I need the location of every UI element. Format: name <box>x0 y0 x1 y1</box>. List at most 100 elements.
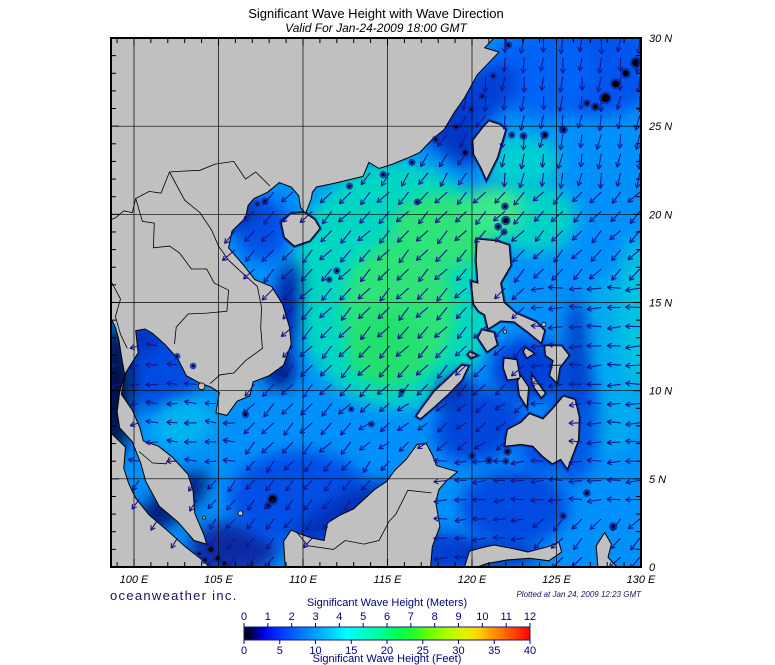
x-axis-label-130E: 130 E <box>627 574 656 586</box>
land-busuanga <box>467 351 479 359</box>
x-axis-label-125E: 125 E <box>542 574 571 586</box>
border-thailand-east-border <box>135 198 230 344</box>
islet <box>487 458 491 463</box>
ocean-region-gulf-mouth-cyan <box>151 396 215 449</box>
colorbar-meters-tick-3: 3 <box>312 611 318 623</box>
islet <box>208 546 214 553</box>
y-axis-label-25N: 25 N <box>648 121 672 133</box>
islet <box>503 217 509 224</box>
islet <box>381 173 385 177</box>
land-borneo <box>283 443 459 567</box>
islet <box>175 355 179 358</box>
colorbar-meters-tick-12: 12 <box>524 611 536 623</box>
islet <box>410 160 414 164</box>
colorbar-feet-tick-10: 10 <box>309 645 321 657</box>
islet <box>256 202 259 205</box>
small-island <box>237 510 244 516</box>
islet <box>244 412 248 416</box>
islet <box>593 104 598 110</box>
ocean-region-celebes-sea-blue <box>460 468 569 546</box>
colorbar-meters-tick-2: 2 <box>289 611 295 623</box>
islet <box>370 422 373 426</box>
map-axes: 100 E 105 E 110 E 115 E 120 E 125 E 130 E0 5 N 1… <box>110 33 672 586</box>
islet <box>505 449 510 454</box>
x-axis-label-110E: 110 E <box>289 574 318 586</box>
colorbar-meters-tick-4: 4 <box>336 611 342 623</box>
land-masbate <box>522 346 536 359</box>
islet <box>491 74 495 78</box>
border-myanmar-thailand-border <box>111 281 128 349</box>
islet <box>348 184 351 188</box>
land-hainan <box>280 212 321 247</box>
colorbar-feet-tick-30: 30 <box>452 645 464 657</box>
colorbar-meters-tick-9: 9 <box>455 611 461 623</box>
islet <box>197 552 201 556</box>
graticule <box>111 38 641 567</box>
small-island <box>502 329 508 334</box>
y-axis-label-0N: 0 <box>649 562 656 574</box>
figure-valid-time: Valid For Jan-24-2009 18:00 GMT <box>285 21 467 35</box>
land-palawan <box>415 364 470 420</box>
islet <box>222 561 227 566</box>
y-axis-label-15N: 15 N <box>649 298 672 310</box>
colorbar-feet-tick-20: 20 <box>381 645 393 657</box>
map-plot-area <box>111 38 641 567</box>
islet <box>203 558 207 562</box>
islet <box>601 93 610 103</box>
border-vietnam-west-border <box>169 171 263 384</box>
islet <box>612 80 620 88</box>
colorbar-meters-tick-8: 8 <box>432 611 438 623</box>
small-island <box>197 382 206 391</box>
land-masses <box>111 38 641 567</box>
land-negros <box>517 374 530 409</box>
y-axis-label-30N: 30 N <box>649 33 672 45</box>
ocean-region-pacific-east-edge-cyan <box>617 237 641 386</box>
colorbar-meters-tick-5: 5 <box>360 611 366 623</box>
islet <box>434 137 438 141</box>
land-mindoro <box>477 329 498 353</box>
ocean-region-green-luzon-strait <box>463 186 525 236</box>
islet <box>510 133 514 137</box>
y-axis-label-10N: 10 N <box>649 386 672 398</box>
islet <box>561 514 565 518</box>
islet <box>349 407 353 411</box>
colorbar-title-meters: Significant Wave Height (Meters) <box>306 597 468 609</box>
islet <box>335 269 339 273</box>
colorbar-meters-tick-11: 11 <box>500 611 511 623</box>
colorbar-meters-tick-10: 10 <box>476 611 488 623</box>
small-island <box>202 515 207 520</box>
colorbar-title-feet: Significant Wave Height (Feet) <box>312 653 462 665</box>
colorbar-meters-tick-1: 1 <box>265 611 271 623</box>
figure-title: Significant Wave Height with Wave Direct… <box>248 6 504 21</box>
colorbar-meters-tick-7: 7 <box>408 611 414 623</box>
colorbar-feet-tick-35: 35 <box>488 645 500 657</box>
land-samar-leyte <box>544 345 570 385</box>
border-malaysia-indonesia-borneo-border <box>295 489 432 550</box>
wave-height-colorbar: 0 1 2 3 4 5 6 7 8 9 10 11 120 5 10 15 20 25 30 35 40 <box>241 611 536 657</box>
x-axis-label-100E: 100 E <box>120 574 149 586</box>
y-axis-label-20N: 20 N <box>648 209 672 221</box>
plotted-timestamp: Plotted at Jan 24, 2009 12:23 GMT <box>516 590 641 599</box>
land-sulawesi <box>463 541 563 567</box>
ocean-region-ne-pacific-mid <box>485 38 594 116</box>
islet <box>268 495 277 503</box>
land-asia-mainland <box>111 38 500 545</box>
colorbar-meters-tick-6: 6 <box>384 611 390 623</box>
small-island <box>541 322 547 327</box>
x-axis-label-115E: 115 E <box>374 574 403 586</box>
islet <box>215 555 221 561</box>
colorbar-feet-tick-25: 25 <box>417 645 429 657</box>
x-axis-label-105E: 105 E <box>204 574 233 586</box>
islet <box>585 101 589 105</box>
colorbar-feet-tick-0: 0 <box>241 645 247 657</box>
land-sumatra <box>111 432 209 567</box>
colorbar-feet-tick-15: 15 <box>345 645 357 657</box>
wave-direction-arrows <box>111 38 641 567</box>
islet <box>585 491 589 495</box>
islet <box>496 224 500 229</box>
oceanweather-credit: oceanweather inc. <box>110 588 238 603</box>
islet <box>622 70 629 77</box>
y-axis-label-5N: 5 N <box>649 474 666 486</box>
